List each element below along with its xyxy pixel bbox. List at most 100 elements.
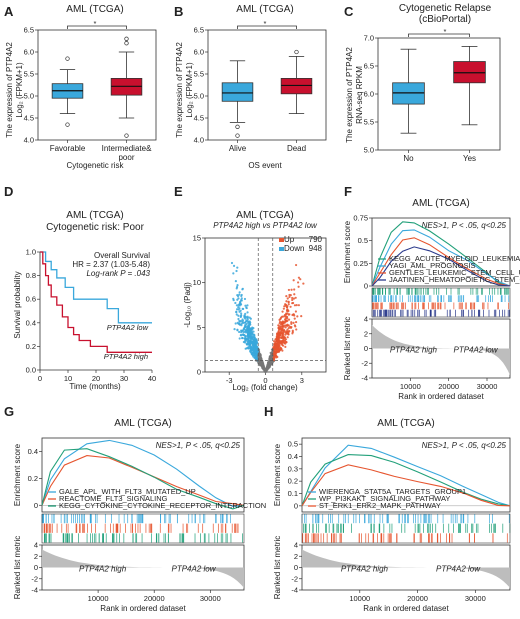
volcano-point (285, 315, 288, 318)
volcano-point (275, 343, 278, 346)
legend-entry: REACTOME_FLT3_SIGNALING (59, 494, 168, 503)
volcano-point (288, 295, 291, 299)
volcano-point (288, 313, 291, 316)
y-tick-label: 4.5 (24, 114, 34, 123)
legend-entry: YAGI_AML_PROGNOSIS (389, 261, 476, 270)
significance-bracket (67, 25, 127, 29)
volcano-point (241, 319, 245, 322)
volcano-point (278, 325, 281, 328)
volcano-point (254, 350, 257, 354)
volcano-point (252, 333, 255, 336)
volcano-point (246, 315, 249, 318)
volcano-point (290, 288, 293, 291)
y-tick-label: 6.5 (24, 26, 34, 35)
volcano-point (293, 317, 296, 320)
box (221, 82, 254, 102)
volcano-point (249, 335, 252, 338)
panel-b-title: AML (TCGA) (236, 4, 293, 15)
volcano-point (238, 330, 241, 334)
volcano-point (284, 345, 287, 348)
y-tick-label: 6.0 (194, 48, 204, 57)
volcano-point (244, 331, 247, 334)
x-tick-label: poor (118, 153, 134, 162)
volcano-point (236, 328, 239, 331)
panel-label-a: A (4, 4, 14, 19)
y-tick-label: 0.4 (26, 318, 36, 327)
panel-d-stat3: Log-rank P = .043 (86, 269, 150, 278)
volcano-point (262, 365, 265, 368)
volcano-point (282, 341, 285, 344)
x-tick-label: 10000 (400, 382, 421, 391)
volcano-point (233, 327, 236, 331)
volcano-point (282, 339, 285, 342)
volcano-point (251, 353, 254, 356)
es-curve (371, 246, 511, 287)
volcano-point (241, 336, 244, 340)
panel-d-stat2: HR = 2.37 (1.03-5.48) (72, 260, 150, 269)
y-tick-label: 7.0 (364, 34, 374, 43)
y-tick-label: 0.2 (288, 477, 298, 486)
volcano-point (290, 322, 293, 325)
y-tick-label: 0.5 (288, 440, 298, 449)
panel-label-h: H (264, 404, 273, 419)
volcano-point (272, 358, 275, 361)
volcano-point (242, 327, 246, 330)
volcano-point (294, 296, 297, 299)
volcano-point (294, 263, 298, 267)
volcano-point (284, 341, 288, 344)
volcano-point (295, 328, 298, 331)
volcano-point (239, 299, 243, 302)
volcano-point (264, 370, 267, 374)
volcano-point (235, 313, 238, 316)
gsea-nes-stat: NES>1, P < .05, q<0.25 (156, 441, 241, 450)
legend-entry: JAATINEN_HEMATOPOIETIC_STEM_CELL_UP (389, 275, 520, 284)
volcano-point (297, 276, 301, 279)
es-curve (371, 237, 511, 287)
volcano-point (244, 325, 247, 328)
volcano-point (284, 304, 287, 307)
panel-a-ylabel1: The expression of PTP4A2 (5, 42, 14, 138)
volcano-point (288, 293, 291, 297)
volcano-point (238, 293, 241, 296)
volcano-point (279, 331, 282, 335)
y-tick-label: 0 (364, 282, 368, 291)
panel-label-f: F (344, 184, 352, 199)
volcano-point (245, 306, 248, 310)
volcano-point (285, 308, 289, 312)
outlier-point (294, 49, 299, 55)
y-tick-label: 4 (34, 541, 38, 550)
plot-frame (37, 29, 157, 141)
x-tick-label: No (403, 154, 414, 163)
volcano-point (250, 332, 254, 335)
volcano-point (279, 341, 282, 344)
volcano-point (266, 364, 269, 367)
volcano-point (247, 321, 250, 324)
volcano-point (236, 266, 239, 269)
es-curve (41, 448, 245, 510)
volcano-point (258, 354, 261, 357)
gsea-nes-stat: NES>1, P < .05, q<0.25 (422, 441, 507, 450)
y-tick-label: 0.0 (26, 366, 36, 375)
y-tick-label: 10 (193, 278, 201, 287)
volcano-point (292, 297, 295, 300)
y-tick-label: 0.3 (288, 464, 298, 473)
volcano-point (280, 329, 283, 332)
significance-bracket (237, 25, 297, 29)
volcano-point (297, 285, 300, 288)
volcano-point (240, 294, 243, 298)
panel-b: AML (TCGA) * The expression of PTP4A2 Lo… (175, 4, 327, 170)
volcano-point (276, 340, 280, 343)
volcano-point (241, 287, 244, 290)
x-tick-label: 0 (263, 376, 267, 385)
volcano-point (239, 315, 242, 319)
volcano-point (279, 328, 282, 331)
volcano-point (237, 314, 240, 317)
panel-label-c: C (344, 4, 354, 19)
km-curve (40, 251, 152, 353)
legend-entry: GENTLES_LEUKEMIC_STEM_CELL_UP (389, 268, 520, 277)
es-curve (301, 444, 511, 507)
volcano-point (246, 304, 249, 307)
x-tick-label: 0 (38, 374, 42, 383)
es-frame (301, 437, 511, 513)
volcano-point (235, 285, 239, 289)
